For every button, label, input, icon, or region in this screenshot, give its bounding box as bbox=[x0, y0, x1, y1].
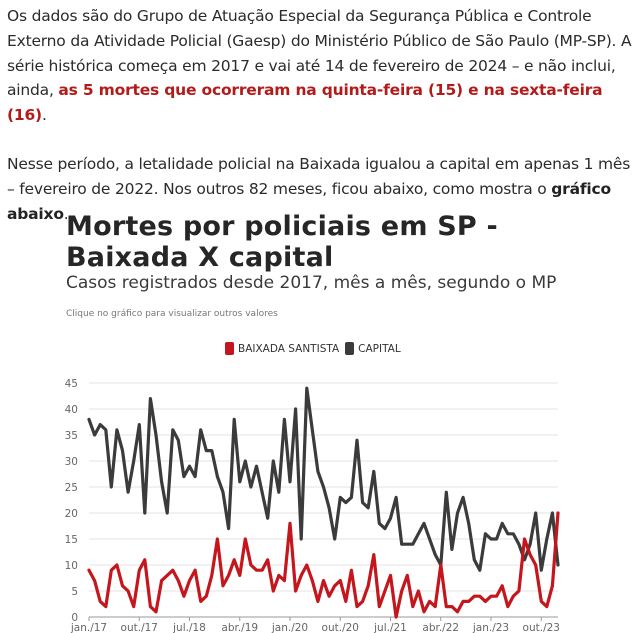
paragraph-2-end: . bbox=[63, 204, 69, 223]
legend-swatch-baixada bbox=[225, 342, 234, 355]
legend-label-capital: CAPITAL bbox=[358, 342, 401, 355]
legend-label-baixada: BAIXADA SANTISTA bbox=[238, 342, 340, 355]
series-line-capital[interactable] bbox=[87, 386, 560, 572]
paragraph-2-text: Nesse período, a letalidade policial na … bbox=[7, 154, 631, 198]
x-tick-label: abr./22 bbox=[422, 622, 459, 633]
article-paragraph-1: Os dados são do Grupo de Atuação Especia… bbox=[7, 4, 635, 128]
paragraph-1-highlight: as 5 mortes que ocorreram na quinta-feir… bbox=[7, 81, 603, 125]
chart-title: Mortes por policiais em SP - Baixada X c… bbox=[66, 211, 498, 273]
x-tick-label: jan./17 bbox=[70, 622, 107, 633]
x-tick-label: out./20 bbox=[322, 622, 359, 633]
y-tick-label: 25 bbox=[65, 482, 78, 494]
paragraph-2-link[interactable]: gráfico abaixo bbox=[7, 179, 611, 223]
legend-item-baixada[interactable]: BAIXADA SANTISTA bbox=[225, 342, 339, 355]
legend-item-capital[interactable]: CAPITAL bbox=[345, 342, 401, 355]
y-tick-label: 15 bbox=[65, 534, 78, 546]
y-tick-label: 10 bbox=[65, 560, 78, 572]
y-tick-label: 30 bbox=[65, 456, 78, 468]
article-paragraph-2: Nesse período, a letalidade policial na … bbox=[7, 152, 635, 226]
paragraph-1-text: Os dados são do Grupo de Atuação Especia… bbox=[7, 7, 632, 100]
x-tick-label: out./23 bbox=[523, 622, 560, 633]
y-tick-label: 45 bbox=[65, 378, 78, 390]
y-tick-label: 5 bbox=[71, 586, 78, 598]
x-tick-label: out./17 bbox=[121, 622, 158, 633]
x-tick-label: jan./23 bbox=[472, 622, 509, 633]
article-text: Os dados são do Grupo de Atuação Especia… bbox=[7, 4, 635, 226]
y-tick-label: 20 bbox=[65, 508, 78, 520]
series-line-baixada-santista[interactable] bbox=[87, 511, 560, 619]
y-tick-label: 0 bbox=[71, 612, 78, 624]
y-tick-label: 35 bbox=[65, 430, 78, 442]
legend-swatch-capital bbox=[345, 342, 355, 355]
y-tick-label: 40 bbox=[65, 404, 78, 416]
paragraph-1-end: . bbox=[41, 106, 47, 125]
x-tick-label: jul./21 bbox=[373, 622, 407, 633]
chart-hint: Clique no gráfico para visualizar outros… bbox=[66, 309, 278, 319]
x-tick-label: abr./19 bbox=[221, 622, 258, 633]
x-tick-label: jul./18 bbox=[172, 622, 206, 633]
chart-subtitle: Casos registrados desde 2017, mês a mês,… bbox=[66, 273, 557, 293]
x-tick-label: jan./20 bbox=[271, 622, 308, 633]
chart-legend: BAIXADA SANTISTA CAPITAL bbox=[225, 342, 407, 355]
